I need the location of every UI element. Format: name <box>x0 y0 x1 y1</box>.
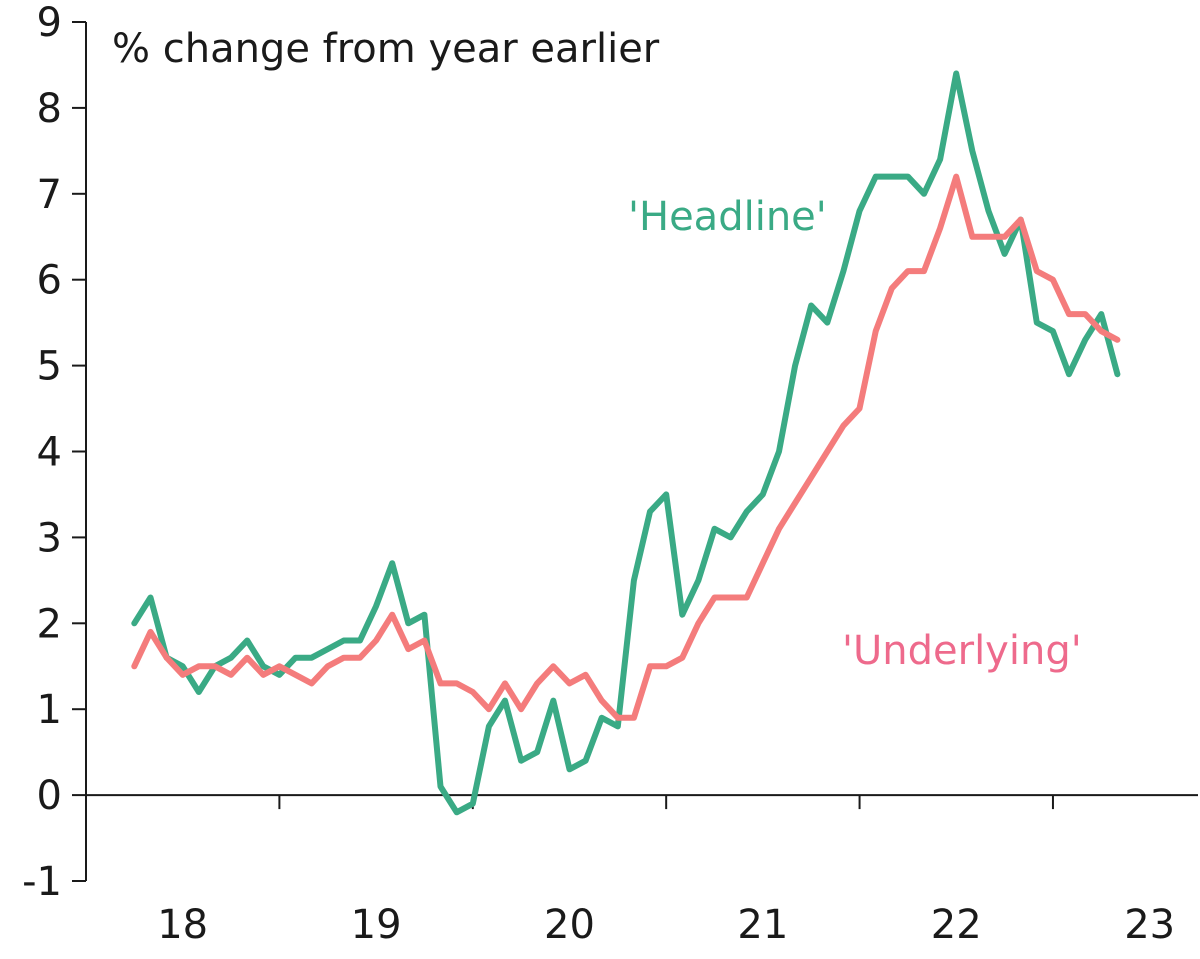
series-layer <box>131 70 1121 816</box>
y-axis: -1 0 1 2 3 4 5 6 7 8 9 <box>22 0 87 905</box>
underlying-series-label: 'Underlying' <box>842 628 1082 674</box>
y-tick-label: 5 <box>37 344 62 390</box>
y-tick-label: -1 <box>22 859 62 905</box>
y-tick-label: 3 <box>37 515 62 561</box>
y-tick-label: 1 <box>37 687 62 733</box>
x-tick-label: 18 <box>157 902 208 948</box>
y-tick-label: 9 <box>37 0 62 46</box>
x-tick-label: 23 <box>1124 902 1175 948</box>
headline-line <box>131 70 1121 816</box>
x-tick-label: 20 <box>544 902 595 948</box>
y-tick-label: 2 <box>37 601 62 647</box>
y-tick-label: 6 <box>37 258 62 304</box>
y-tick-label: 8 <box>37 86 62 132</box>
y-tick-label: 7 <box>37 172 62 218</box>
x-tick-label: 19 <box>351 902 402 948</box>
x-tick-label: 22 <box>931 902 982 948</box>
y-tick-label: 0 <box>37 773 62 819</box>
x-tick-label: 21 <box>737 902 788 948</box>
x-axis: 18 19 20 21 22 23 <box>86 794 1198 948</box>
headline-series-label: 'Headline' <box>628 194 827 240</box>
underlying-line <box>131 173 1121 721</box>
y-tick-label: 4 <box>37 430 62 476</box>
chart-title: % change from year earlier <box>112 26 660 72</box>
